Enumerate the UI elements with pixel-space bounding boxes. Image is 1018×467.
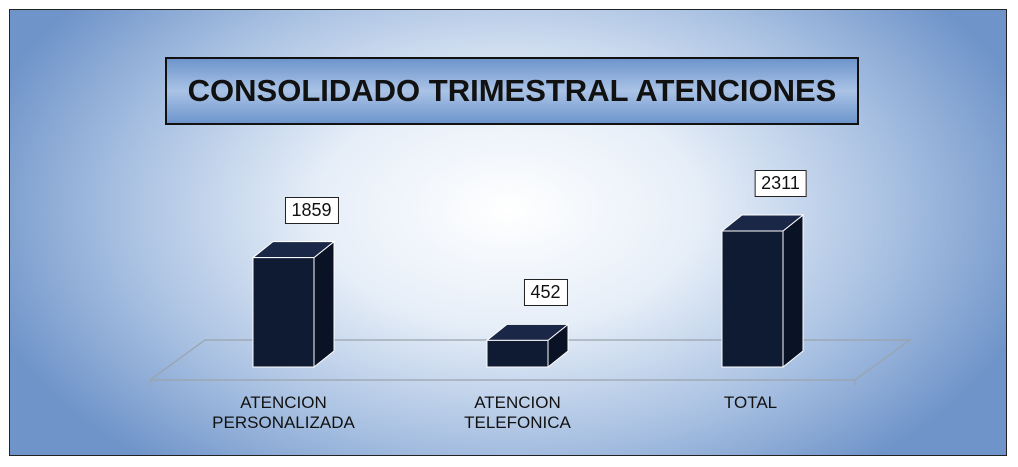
data-label: 452 <box>523 279 568 307</box>
x-tick-label: TOTAL <box>723 393 778 412</box>
bar-face <box>252 257 315 368</box>
x-tick-label: ATENCION TELEFONICA <box>464 393 571 432</box>
data-label: 1859 <box>284 196 339 224</box>
bar <box>251 240 336 369</box>
bar-face <box>782 213 804 369</box>
x-tick-label: ATENCION PERSONALIZADA <box>212 393 355 432</box>
floor <box>148 339 912 381</box>
bar <box>720 213 805 369</box>
bar-face <box>313 240 335 369</box>
bar <box>485 323 570 369</box>
data-label: 2311 <box>754 170 807 197</box>
bar-face <box>486 339 549 368</box>
bar-face <box>721 230 784 368</box>
chart-title: CONSOLIDADO TRIMESTRAL ATENCIONES <box>165 57 859 125</box>
